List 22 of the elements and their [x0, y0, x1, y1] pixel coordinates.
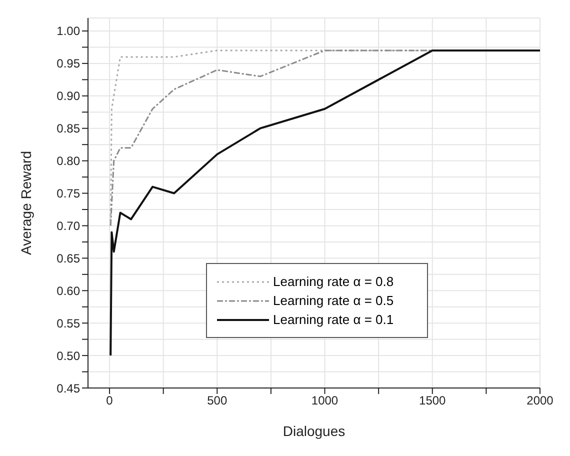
x-axis-title: Dialogues — [282, 423, 346, 439]
y-tick-label: 0.95 — [56, 56, 80, 71]
y-tick-label: 1.00 — [56, 24, 80, 38]
legend-label: Learning rate α = 0.8 — [273, 274, 394, 289]
y-tick-label: 0.60 — [56, 284, 80, 298]
y-tick-label: 0.80 — [56, 154, 80, 168]
x-tick-label: 500 — [207, 394, 228, 408]
y-tick-label: 0.70 — [56, 218, 80, 233]
legend-label: Learning rate α = 0.1 — [273, 312, 394, 327]
x-tick-label: 1500 — [419, 394, 446, 408]
y-tick-label: 0.75 — [56, 186, 80, 201]
y-axis-title: Average Reward — [18, 150, 34, 256]
legend-label: Learning rate α = 0.5 — [273, 293, 394, 308]
x-tick-label: 0 — [106, 394, 114, 408]
y-tick-label: 0.55 — [56, 316, 80, 330]
x-tick-label: 2000 — [526, 394, 554, 408]
y-tick-label: 0.65 — [56, 251, 80, 266]
y-tick-label: 0.50 — [56, 348, 80, 363]
y-tick-label: 0.45 — [56, 381, 80, 396]
y-tick-label: 0.85 — [56, 122, 80, 136]
x-tick-label: 1000 — [311, 394, 338, 408]
y-tick-label: 0.90 — [56, 89, 80, 104]
